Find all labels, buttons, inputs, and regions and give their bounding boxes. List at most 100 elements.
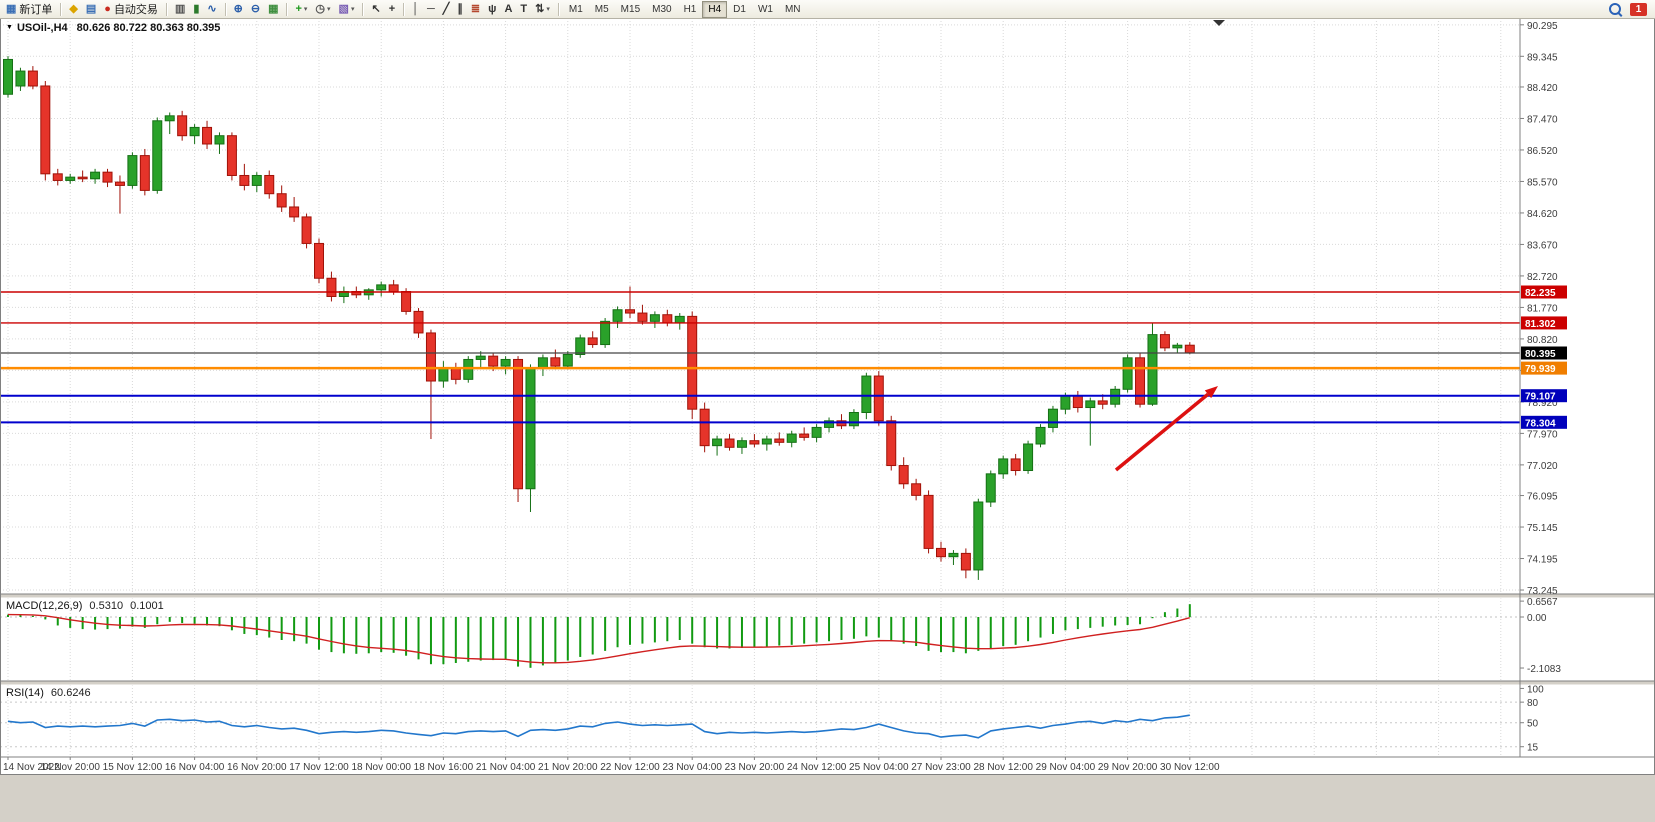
line-chart-button[interactable]: ∿ [203, 0, 220, 18]
timeframe-m15-button[interactable]: M15 [620, 3, 641, 15]
trendline-button[interactable]: ╱ [439, 0, 454, 18]
new-order-button[interactable]: ▦ 新订单 [2, 0, 56, 18]
text-icon: A [504, 3, 513, 15]
chart-title: ▼ USOil-,H4 80.626 80.722 80.363 80.395 [6, 22, 220, 34]
templates-icon: ▧ [338, 3, 349, 15]
toolbar-separator [165, 2, 167, 16]
arrows-button[interactable]: ⇅ ▾ [531, 0, 554, 18]
vertical-line-icon: │ [412, 3, 419, 15]
price-tag-label: 81.302 [1525, 319, 1556, 330]
timeframe-m5-button[interactable]: M5 [594, 3, 609, 15]
time-axis-label: 17 Nov 12:00 [289, 762, 349, 773]
text-label-icon: T [520, 3, 528, 15]
alert-badge[interactable]: 1 [1630, 2, 1647, 16]
cursor-button[interactable]: ↖ [367, 0, 384, 18]
macd-signal-value: 0.1001 [130, 600, 164, 612]
time-axis-label: 23 Nov 04:00 [662, 762, 722, 773]
rsi-scale-label: 100 [1527, 684, 1544, 695]
metaeditor-button[interactable]: ◆ [65, 0, 81, 18]
price-tag [1521, 285, 1567, 299]
time-axis-label: 14 Nov 2022 [3, 762, 60, 773]
rsi-scale-label: 80 [1527, 698, 1539, 709]
chart-dropdown-icon[interactable]: ▼ [6, 24, 13, 31]
search-icon [1609, 3, 1621, 15]
horizontal-line-button[interactable]: ─ [423, 0, 439, 18]
price-scale-label: 84.620 [1527, 209, 1558, 220]
price-tag [1521, 346, 1567, 360]
candlestick-chart-button[interactable]: ▮ [189, 0, 203, 18]
bar-chart-button[interactable]: ▥ [171, 0, 189, 18]
timeframe-w1-button[interactable]: W1 [757, 3, 773, 15]
channel-button[interactable]: ∥ [453, 0, 467, 18]
fibonacci-button[interactable]: ≣ [467, 0, 484, 18]
arrows-icon: ⇅ [535, 3, 545, 15]
price-scale-label: 87.470 [1527, 114, 1558, 125]
macd-value: 0.5310 [89, 600, 124, 612]
crosshair-button[interactable]: + [385, 0, 399, 18]
text-button[interactable]: A [500, 0, 516, 18]
line-chart-icon: ∿ [207, 3, 217, 15]
price-tag [1521, 415, 1567, 429]
channel-icon: ∥ [457, 3, 463, 15]
timeframe-d1-button[interactable]: D1 [733, 3, 746, 15]
macd-signal-line [7, 613, 1190, 664]
time-axis-label: 30 Nov 12:00 [1160, 762, 1220, 773]
terminal-icon: ▤ [85, 3, 97, 15]
time-axis-label: 28 Nov 12:00 [973, 762, 1033, 773]
zoom-out-button[interactable]: ⊖ [247, 0, 264, 18]
new-order-icon: ▦ [6, 3, 17, 15]
rsi-line [7, 714, 1190, 739]
timeframe-h4-button[interactable]: H4 [702, 0, 728, 18]
arrow-annotation-head [1204, 386, 1218, 399]
cursor-icon: ↖ [371, 3, 381, 15]
rsi-value: 60.6246 [50, 687, 91, 699]
price-scale-label: 83.670 [1527, 240, 1558, 251]
chart-canvas[interactable]: 90.295 89.345 88.420 87.470 86.520 85.570 84.6… [0, 0, 1655, 776]
toolbar-separator [403, 2, 405, 16]
timeframe-m1-button[interactable]: M1 [568, 3, 583, 15]
indicators-icon: + [295, 3, 302, 15]
time-axis-label: 27 Nov 23:00 [911, 762, 971, 773]
trendline-icon: ╱ [442, 3, 450, 15]
candlestick-chart-icon: ▮ [193, 3, 200, 15]
time-axis-label: 21 Nov 04:00 [476, 762, 536, 773]
chart-shift-marker [1213, 20, 1225, 26]
arrow-annotation [1114, 392, 1210, 472]
periods-button[interactable]: ◷ ▾ [311, 0, 334, 18]
bar-chart-icon: ▥ [174, 3, 186, 15]
time-axis-label: 29 Nov 04:00 [1036, 762, 1096, 773]
fibonacci-icon: ≣ [470, 3, 481, 15]
tile-windows-button[interactable]: ▦ [264, 0, 282, 18]
macd-name: MACD(12,26,9) [6, 600, 83, 612]
vertical-line-button[interactable]: │ [408, 0, 423, 18]
rsi-name: RSI(14) [6, 687, 44, 699]
macd-scale-label: 0.6567 [1527, 597, 1558, 608]
price-scale-label: 73.245 [1527, 586, 1558, 597]
time-axis-label: 16 Nov 04:00 [165, 762, 225, 773]
indicators-button[interactable]: + ▾ [291, 0, 311, 18]
new-order-button-label: 新订单 [19, 4, 53, 16]
timeframe-mn-button[interactable]: MN [784, 3, 801, 15]
time-axis-label: 18 Nov 16:00 [414, 762, 474, 773]
zoom-in-button[interactable]: ⊕ [230, 0, 247, 18]
toolbar-separator [557, 2, 559, 16]
pitchfork-button[interactable]: ψ [484, 0, 500, 18]
time-axis-label: 16 Nov 20:00 [227, 762, 287, 773]
chevron-down-icon: ▾ [350, 6, 355, 13]
rsi-scale-label: 50 [1527, 719, 1539, 730]
terminal-button[interactable]: ▤ [82, 0, 100, 18]
price-scale-label: 74.195 [1527, 555, 1558, 566]
templates-button[interactable]: ▧ ▾ [335, 0, 359, 18]
autotrading-button-label: 自动交易 [113, 4, 158, 16]
text-label-button[interactable]: T [516, 0, 531, 18]
timeframe-h1-button[interactable]: H1 [683, 3, 697, 15]
autotrading-button[interactable]: ● 自动交易 [100, 0, 162, 18]
price-scale-label: 76.095 [1527, 492, 1558, 503]
toolbar-separator [286, 2, 288, 16]
search-button[interactable] [1605, 0, 1625, 18]
timeframe-m30-button[interactable]: M30 [652, 3, 672, 15]
macd-scale-label: -2.1083 [1527, 664, 1561, 675]
macd-indicator-label: MACD(12,26,9) 0.5310 0.1001 [6, 600, 164, 612]
price-scale-label: 90.295 [1527, 21, 1558, 32]
rsi-indicator-label: RSI(14) 60.6246 [6, 687, 91, 699]
